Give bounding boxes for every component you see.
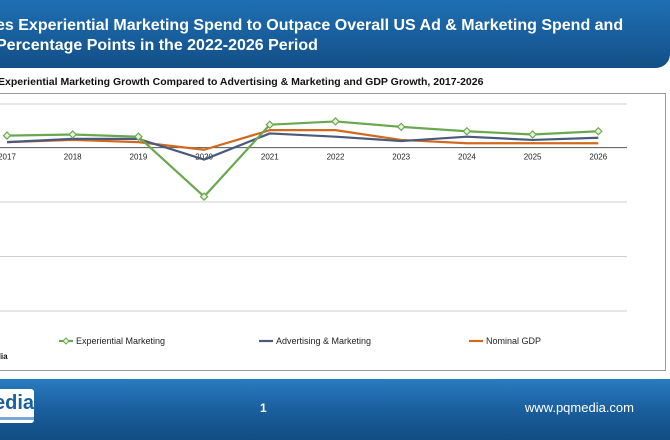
- page-title-line-2: Percentage Points in the 2022-2026 Perio…: [0, 37, 318, 54]
- chart-title: Experiential Marketing Growth Compared t…: [0, 76, 484, 88]
- x-tick-label: 2017: [0, 153, 16, 162]
- data-point-marker: [331, 117, 340, 126]
- data-point-marker: [396, 122, 406, 132]
- page-number: 1: [260, 401, 267, 415]
- footer-bar: edia 1 www.pqmedia.com: [0, 379, 670, 440]
- x-tick-label: 2020: [195, 153, 213, 162]
- legend-label: Experiential Marketing: [76, 336, 165, 346]
- series-line-nominal-gdp: [6, 129, 599, 151]
- data-point-marker: [528, 130, 537, 139]
- legend-marker: [62, 337, 70, 345]
- company-logo: edia: [0, 389, 34, 423]
- x-tick-label: 2022: [327, 153, 345, 162]
- data-point-marker: [593, 126, 603, 136]
- page-title-line-1: es Experiential Marketing Spend to Outpa…: [0, 17, 624, 34]
- series-line-experiential-marketing: [6, 120, 599, 198]
- data-point-marker: [462, 126, 472, 136]
- logo-text: edia: [0, 392, 35, 414]
- x-tick-label: 2021: [261, 153, 279, 162]
- legend-label: Nominal GDP: [486, 336, 541, 346]
- legend-label: Advertising & Marketing: [276, 336, 371, 346]
- line-chart: 2017 2018 2019 2020 2021 2022 2023 2024 2025 2026…: [0, 103, 627, 346]
- page-title: es Experiential Marketing Spend to Outpa…: [0, 16, 670, 56]
- source-label: dia: [0, 352, 8, 361]
- x-tick-label: 2025: [524, 153, 542, 162]
- x-tick-label: 2019: [130, 153, 148, 162]
- footer-url: www.pqmedia.com: [524, 400, 634, 415]
- x-tick-label: 2018: [64, 153, 82, 162]
- data-point-marker: [2, 131, 12, 140]
- series-line-advertising-marketing: [6, 132, 599, 161]
- x-tick-label: 2024: [458, 153, 476, 162]
- data-point-marker: [134, 132, 143, 142]
- chart-area: 2017 2018 2019 2020 2021 2022 2023 2024 2025 2026…: [0, 93, 666, 371]
- x-tick-label: 2023: [392, 153, 410, 162]
- data-point-marker: [199, 192, 209, 201]
- logo-underline: [0, 417, 34, 420]
- x-tick-label: 2026: [589, 153, 607, 162]
- header-banner: es Experiential Marketing Spend to Outpa…: [0, 0, 670, 68]
- data-point-marker: [68, 130, 78, 139]
- data-point-marker: [265, 120, 275, 130]
